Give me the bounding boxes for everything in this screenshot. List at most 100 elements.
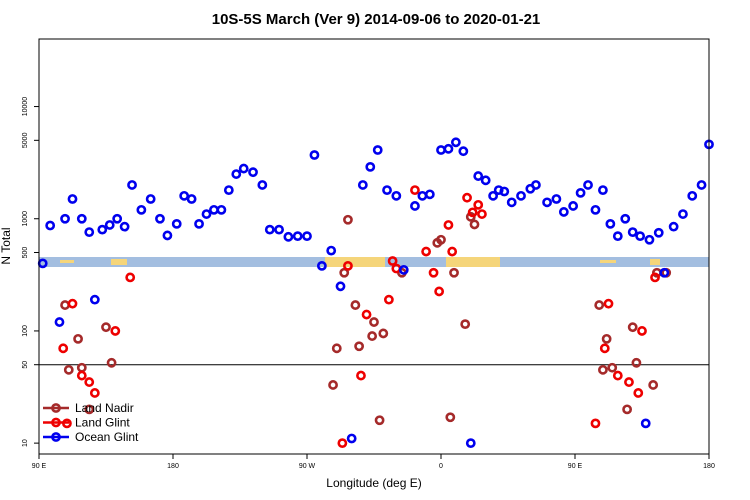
data-point: [328, 380, 338, 390]
data-point: [112, 213, 123, 224]
data-point: [637, 326, 647, 336]
data-point: [58, 343, 69, 354]
data-point: [631, 357, 642, 368]
background-bands: [39, 257, 709, 267]
series-land-glint: [58, 185, 660, 449]
data-point: [612, 370, 623, 381]
y-tick-label: 10000: [22, 97, 29, 117]
data-point: [369, 317, 379, 327]
data-point: [493, 185, 504, 196]
data-point: [583, 180, 593, 190]
data-point: [590, 204, 601, 215]
data-point: [84, 404, 95, 415]
data-point: [434, 286, 445, 297]
data-point: [467, 207, 478, 218]
data-point: [45, 220, 56, 231]
data-point: [620, 213, 631, 224]
data-point: [624, 377, 634, 387]
y-axis-label: N Total: [0, 227, 13, 264]
data-point: [383, 294, 394, 305]
data-point: [601, 333, 612, 344]
data-point: [84, 377, 95, 387]
data-point: [76, 213, 87, 224]
series-ocean-glint: [37, 137, 714, 449]
data-point: [599, 343, 610, 354]
data-point: [374, 415, 385, 426]
data-point: [335, 281, 346, 292]
data-point: [598, 364, 608, 375]
data-point: [659, 267, 670, 278]
legend-item: Land Nadir: [43, 401, 134, 415]
data-point: [186, 194, 197, 204]
y-tick-label: 5000: [22, 132, 29, 148]
data-point: [145, 194, 156, 204]
data-point: [382, 185, 392, 196]
data-point: [627, 227, 638, 238]
data-point: [594, 300, 605, 310]
data-point: [89, 388, 100, 398]
data-point: [506, 197, 517, 208]
data-point: [274, 224, 284, 235]
data-point: [653, 227, 664, 238]
data-point: [640, 418, 651, 429]
y-tick-label: 10: [22, 439, 29, 447]
land-band-indonesia-right: [650, 259, 660, 265]
data-point: [106, 357, 117, 368]
data-point: [417, 190, 428, 201]
x-tick-label: 0: [439, 463, 443, 470]
data-point: [343, 214, 353, 225]
data-point: [67, 298, 78, 309]
data-point: [469, 219, 480, 230]
data-point: [162, 230, 173, 241]
data-point: [155, 213, 165, 224]
data-point: [110, 326, 121, 336]
data-point: [410, 201, 420, 211]
data-point: [436, 145, 446, 155]
data-point: [231, 169, 242, 179]
data-point: [171, 218, 182, 229]
data-point: [60, 213, 70, 224]
data-point: [337, 438, 348, 449]
legend-swatch-marker: [51, 417, 61, 428]
data-point: [488, 190, 499, 201]
x-tick-label: 90 E: [32, 463, 47, 470]
data-point: [354, 341, 365, 352]
data-point: [531, 180, 541, 190]
y-tick-label: 50: [22, 361, 29, 369]
data-point: [283, 231, 294, 242]
data-point: [428, 267, 439, 278]
data-point: [678, 209, 688, 219]
data-point: [687, 190, 698, 201]
data-point: [477, 209, 487, 219]
x-axis-label: Longitude (deg E): [326, 476, 421, 490]
data-point: [622, 404, 633, 415]
x-axis: 90 E 180 90 W 0 90 E 180: [32, 454, 715, 470]
data-points: [37, 137, 714, 449]
data-point: [398, 264, 409, 275]
data-point: [257, 180, 268, 190]
land-band-islands-right: [600, 260, 616, 263]
data-point: [575, 187, 586, 198]
data-point: [223, 185, 234, 196]
data-point: [696, 180, 707, 190]
legend-item: Ocean Glint: [43, 430, 139, 444]
data-point: [607, 362, 618, 373]
data-point: [76, 370, 87, 381]
data-point: [635, 231, 646, 242]
x-tick-label: 180: [703, 463, 715, 470]
data-point: [449, 267, 459, 278]
data-point: [331, 343, 342, 354]
data-point: [127, 180, 137, 190]
data-point: [339, 267, 350, 278]
data-point: [343, 260, 353, 271]
data-point: [97, 224, 108, 235]
data-point: [568, 201, 579, 211]
data-point: [644, 234, 655, 245]
data-point: [292, 231, 303, 242]
data-point: [458, 146, 469, 157]
data-point: [119, 221, 130, 232]
data-point: [480, 175, 491, 186]
data-point: [605, 218, 616, 229]
data-point: [76, 362, 87, 373]
